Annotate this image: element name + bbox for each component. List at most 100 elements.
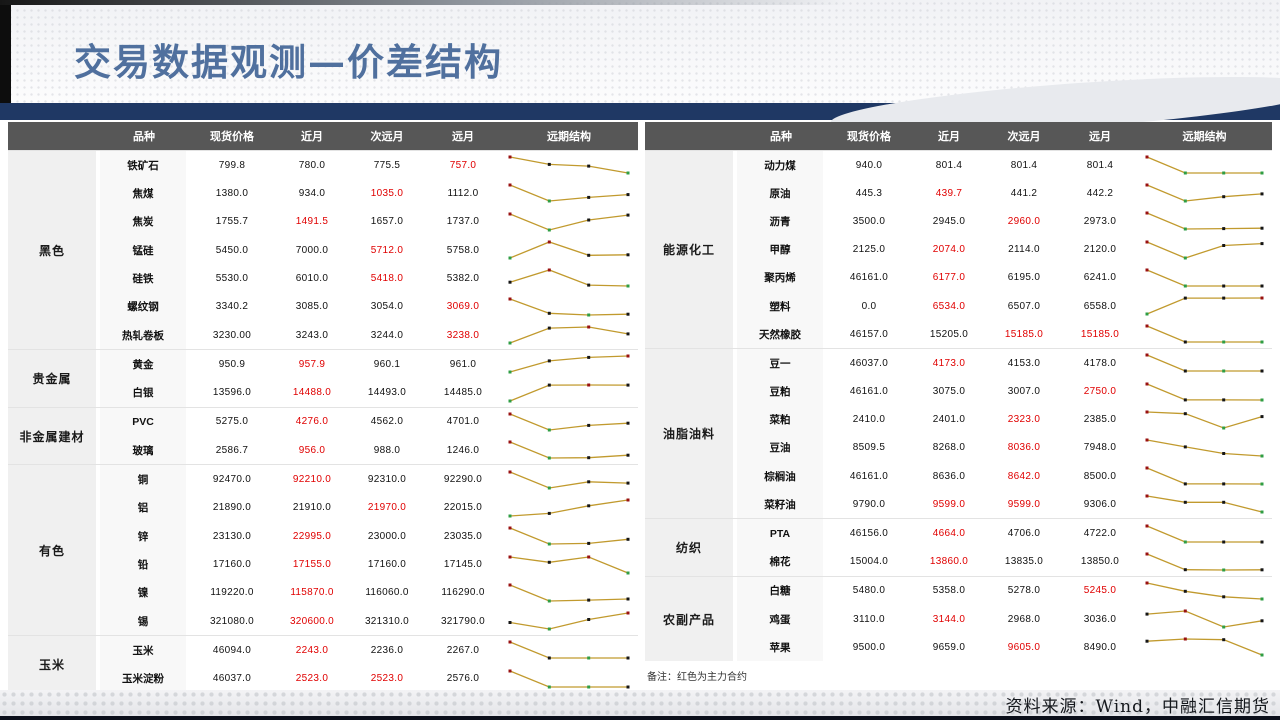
table-row: 天然橡胶 46157.0 15205.0 15185.0 15185.0 [737,320,1272,349]
variety-name: 苹果 [737,633,823,662]
table-row: 玉米淀粉 46037.0 2523.0 2523.0 2576.0 [100,664,638,693]
column-header: 现货价格 [847,131,891,143]
price-cell: 46037.0 [849,357,889,369]
price-cell: 320600.0 [289,615,335,627]
forward-structure-sparkline [500,236,638,264]
table-row: 豆油 8509.5 8268.0 8036.0 7948.0 [737,433,1272,463]
sparkline-chart [508,611,630,631]
category-group: 贵金属 黄金 950.9 957.9 960.1 961.0 白银 13596.0 14488.… [8,349,638,407]
price-cell: 17160.0 [367,559,407,571]
sparkline-chart [1145,524,1264,544]
table-row: 焦煤 1380.0 934.0 1035.0 1112.0 [100,179,638,208]
table-row: 玉米 46094.0 2243.0 2236.0 2267.0 [100,636,638,665]
variety-name: 锰硅 [100,235,186,265]
price-cell: 1491.5 [295,216,329,228]
forward-structure-sparkline [1137,605,1272,633]
column-header: 次远月 [370,131,404,143]
price-cell: 15185.0 [1004,328,1044,340]
category-group: 黑色 铁矿石 799.8 780.0 775.5 757.0 焦煤 1380.0 934.0 10… [8,150,638,350]
forward-structure-sparkline [1137,264,1272,292]
sparkline-chart [508,297,630,317]
price-cell: 961.0 [449,358,477,370]
forward-structure-sparkline [500,350,638,378]
price-cell: 46156.0 [849,528,889,540]
table-row: 苹果 9500.0 9659.0 9605.0 8490.0 [737,633,1272,662]
price-cell: 6195.0 [1007,272,1041,284]
price-cell: 9599.0 [1007,498,1041,510]
price-cell: 5450.0 [215,244,249,256]
variety-name: 豆一 [737,349,823,378]
price-cell: 1035.0 [370,187,404,199]
price-spread-table-left: 品种 现货价格 近月 次远月 远月 远期结构 黑色 铁矿石 799.8 780.0 775.5 757… [8,122,638,693]
table-row: 螺纹钢 3340.2 3085.0 3054.0 3069.0 [100,292,638,321]
forward-structure-sparkline [1137,519,1272,547]
column-header: 品种 [133,131,155,143]
sparkline-chart [508,583,630,603]
forward-structure-sparkline [1137,378,1272,406]
price-cell: 3075.0 [932,386,966,398]
table-row: 铜 92470.0 92210.0 92310.0 92290.0 [100,465,638,494]
price-cell: 775.5 [373,159,401,171]
column-header: 远期结构 [1182,131,1227,143]
price-cell: 22015.0 [443,502,483,514]
sparkline-chart [1145,382,1264,402]
price-cell: 441.2 [1010,187,1038,199]
forward-structure-sparkline [500,408,638,436]
price-cell: 801.4 [935,159,963,171]
forward-structure-sparkline [500,179,638,207]
table-row: 锌 23130.0 22995.0 23000.0 23035.0 [100,522,638,551]
forward-structure-sparkline [1137,577,1272,605]
table-row: 棕榈油 46161.0 8636.0 8642.0 8500.0 [737,462,1272,491]
price-cell: 4178.0 [1083,357,1117,369]
price-cell: 4664.0 [932,528,966,540]
price-cell: 4276.0 [295,416,329,428]
category-label: 油脂油料 [645,349,733,519]
table-row: PTA 46156.0 4664.0 4706.0 4722.0 [737,519,1272,548]
price-cell: 2243.0 [295,644,329,656]
variety-name: 白糖 [737,576,823,605]
table-row: 镍 119220.0 115870.0 116060.0 116290.0 [100,578,638,607]
price-cell: 2523.0 [370,673,404,685]
variety-name: 铅 [100,550,186,579]
table-row: 动力煤 940.0 801.4 801.4 801.4 [737,151,1272,180]
variety-name: 原油 [737,179,823,208]
price-cell: 2960.0 [1007,215,1041,227]
price-cell: 3238.0 [446,329,480,341]
column-header: 次远月 [1007,131,1041,143]
sparkline-chart [1145,410,1264,430]
price-cell: 3054.0 [370,301,404,313]
forward-structure-sparkline [1137,292,1272,320]
variety-name: 玻璃 [100,436,186,465]
category-group: 有色铜 92470.0 92210.0 92310.0 92290.0 铝 21890.0 2… [8,464,638,636]
price-cell: 8636.0 [932,470,966,482]
variety-name: 焦煤 [100,179,186,208]
forward-structure-sparkline [1137,406,1272,434]
forward-structure-sparkline [500,151,638,179]
price-cell: 7948.0 [1083,442,1117,454]
price-cell: 0.0 [861,300,877,312]
price-cell: 2410.0 [852,414,886,426]
bottom-edge-strip [0,716,1280,720]
price-cell: 46157.0 [849,328,889,340]
category-group: 非金属建材 PVC 5275.0 4276.0 4562.0 4701.0 玻璃 2586.7… [8,406,638,465]
forward-structure-sparkline [500,550,638,578]
price-cell: 5758.0 [446,244,480,256]
variety-name: 聚丙烯 [737,263,823,292]
price-cell: 9599.0 [932,498,966,510]
table-row: 黄金 950.9 957.9 960.1 961.0 [100,350,638,379]
price-cell: 2945.0 [932,215,966,227]
price-cell: 5480.0 [852,585,886,597]
price-cell: 46161.0 [849,272,889,284]
table-row: 锰硅 5450.0 7000.0 5712.0 5758.0 [100,235,638,265]
price-cell: 5418.0 [370,272,404,284]
sparkline-chart [1145,240,1264,260]
variety-name: 硅铁 [100,264,186,293]
page-title: 交易数据观测—价差结构 [74,40,503,84]
price-cell: 988.0 [373,444,401,456]
price-cell: 1380.0 [215,187,249,199]
price-cell: 4173.0 [932,357,966,369]
sparkline-chart [1145,324,1264,344]
data-source: 资料来源：Wind，中融汇信期货 [1005,697,1270,717]
variety-name: 锡 [100,607,186,636]
price-cell: 4562.0 [370,416,404,428]
